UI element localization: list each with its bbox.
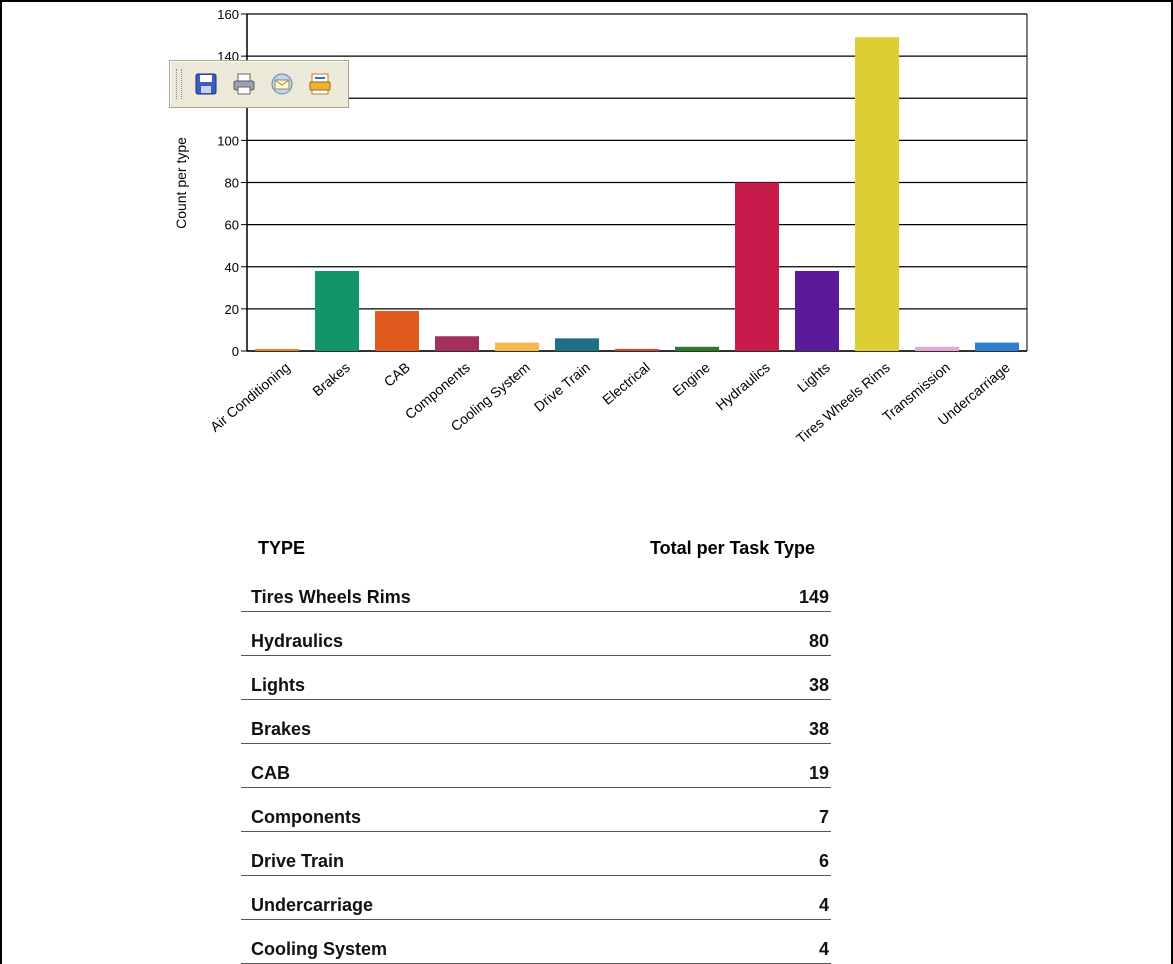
save-icon (195, 73, 217, 95)
bar (855, 37, 899, 351)
x-tick-label: Drive Train (531, 359, 593, 415)
total-cell: 38 (808, 675, 829, 695)
total-cell: 38 (808, 719, 829, 739)
total-cell: 4 (818, 939, 829, 959)
toolbar-grip[interactable] (176, 69, 182, 99)
bar (735, 182, 779, 351)
type-cell: Drive Train (251, 851, 345, 871)
bar (255, 348, 299, 351)
x-tick-label: CAB (381, 359, 413, 390)
bar (615, 348, 659, 351)
total-cell: 6 (818, 851, 829, 871)
type-cell: Cooling System (251, 939, 388, 959)
x-tick-label: Engine (669, 359, 713, 399)
y-tick-label: 80 (225, 176, 239, 191)
print-icon (233, 73, 255, 95)
table-row: Tires Wheels Rims 149 (241, 568, 831, 612)
bar (975, 342, 1019, 351)
x-tick-label: Hydraulics (713, 359, 773, 413)
y-tick-label: 100 (217, 133, 239, 148)
type-cell: Undercarriage (251, 895, 374, 915)
bar (435, 336, 479, 351)
x-tick-label: Electrical (599, 359, 653, 408)
table-row: Lights 38 (241, 656, 831, 700)
header-total: Total per Task Type (649, 537, 815, 558)
bar (795, 270, 839, 351)
type-cell: Lights (251, 675, 305, 695)
y-tick-label: 160 (217, 7, 239, 22)
table-row: Undercarriage 4 (241, 876, 831, 920)
report-toolbar (169, 60, 349, 108)
bar (315, 270, 359, 351)
table-row: Hydraulics 80 (241, 612, 831, 656)
table-row: Drive Train 6 (241, 832, 831, 876)
bar (495, 342, 539, 351)
bar (915, 346, 959, 351)
table-body: Tires Wheels Rims 149 Hydraulics 80 Lights 38… (241, 568, 831, 964)
bar (555, 338, 599, 351)
total-cell: 149 (798, 587, 829, 607)
table-row: Cooling System 4 (241, 920, 831, 964)
print-button[interactable] (228, 68, 260, 100)
total-cell: 19 (808, 763, 829, 783)
table-row: Components 7 (241, 788, 831, 832)
type-cell: Brakes (251, 719, 312, 739)
email-button[interactable] (266, 68, 298, 100)
table-row: Brakes 38 (241, 700, 831, 744)
bar-chart: 020406080100120140160Air ConditioningBra… (173, 7, 1028, 446)
y-tick-label: 40 (225, 260, 239, 275)
print-preview-icon (309, 73, 331, 95)
x-tick-label: Brakes (309, 359, 353, 399)
bar (675, 346, 719, 351)
type-cell: Tires Wheels Rims (251, 587, 411, 607)
header-type: TYPE (258, 537, 306, 558)
table-header: TYPE Total per Task Type (241, 528, 831, 568)
y-tick-label: 0 (232, 344, 239, 359)
table-row: CAB 19 (241, 744, 831, 788)
total-cell: 4 (818, 895, 829, 915)
x-tick-label: Lights (794, 359, 833, 395)
bar (375, 310, 419, 351)
total-cell: 80 (808, 631, 829, 651)
type-cell: Components (251, 807, 361, 827)
task-type-table: TYPE Total per Task Type Tires Wheels Ri… (241, 528, 831, 964)
total-cell: 7 (818, 807, 829, 827)
y-tick-label: 60 (225, 218, 239, 233)
save-button[interactable] (190, 68, 222, 100)
type-cell: Hydraulics (251, 631, 344, 651)
x-tick-label: Air Conditioning (207, 359, 293, 435)
print-preview-button[interactable] (304, 68, 336, 100)
type-cell: CAB (251, 763, 290, 783)
email-icon (271, 73, 293, 95)
y-tick-label: 20 (225, 302, 239, 317)
y-axis-label: Count per type (173, 137, 189, 229)
